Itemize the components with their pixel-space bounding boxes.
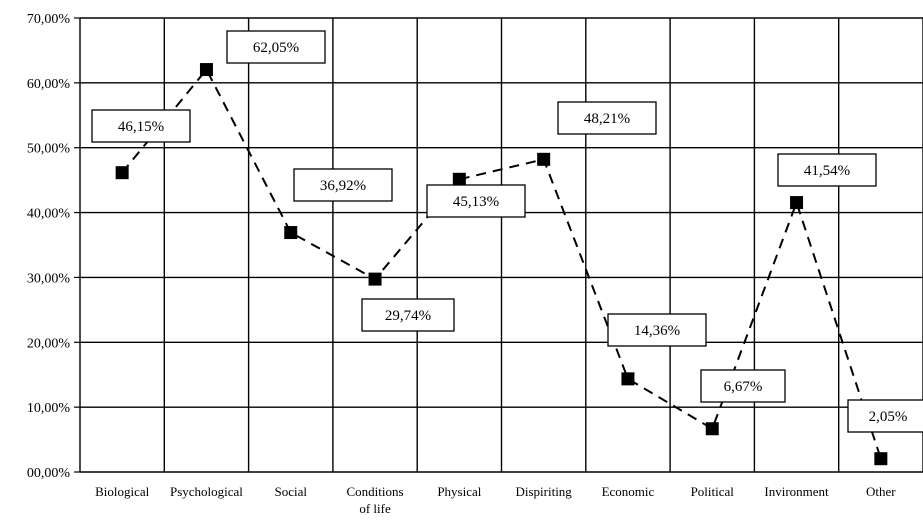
- data-label: 45,13%: [453, 194, 499, 210]
- data-label-box: [426, 184, 526, 218]
- data-label: 41,54%: [804, 163, 850, 179]
- x-tick-label: of life: [359, 501, 391, 516]
- data-point-marker: [115, 166, 129, 180]
- data-label-box: [293, 168, 393, 202]
- x-tick-label: Economic: [602, 484, 655, 499]
- y-tick-label: 20,00%: [27, 336, 71, 351]
- x-tick-label: Dispiriting: [515, 484, 572, 499]
- x-tick-label: Biological: [95, 484, 150, 499]
- x-tick-label: Social: [275, 484, 308, 499]
- series-line: [121, 67, 882, 460]
- y-tick-label: 10,00%: [27, 401, 71, 416]
- data-point-marker: [199, 63, 213, 77]
- x-tick-label: Invironment: [764, 484, 829, 499]
- x-tick-label: Physical: [437, 484, 481, 499]
- x-tick-label: Conditions: [347, 484, 404, 499]
- data-point-marker: [790, 196, 804, 210]
- data-label: 29,74%: [385, 308, 431, 324]
- x-tick-label: Other: [866, 484, 896, 499]
- y-tick-label: 70,00%: [27, 12, 71, 27]
- data-label-box: [226, 30, 326, 64]
- data-label-box: [361, 298, 455, 332]
- data-label: 14,36%: [634, 323, 680, 339]
- data-label-box: [847, 399, 923, 433]
- y-tick-label: 40,00%: [27, 207, 71, 222]
- data-point-marker: [621, 372, 635, 386]
- y-tick-label: 30,00%: [27, 271, 71, 286]
- x-tick-label: Political: [691, 484, 735, 499]
- data-point-marker: [284, 226, 298, 240]
- data-label-box: [777, 153, 877, 187]
- x-tick-label: Psychological: [170, 484, 243, 499]
- y-tick-label: 00,00%: [27, 466, 71, 481]
- data-label: 36,92%: [320, 178, 366, 194]
- data-label-box: [557, 101, 657, 135]
- data-point-marker: [874, 452, 888, 466]
- data-point-marker: [452, 172, 466, 186]
- data-label: 46,15%: [118, 119, 164, 135]
- data-point-marker: [705, 422, 719, 436]
- data-label: 6,67%: [724, 379, 763, 395]
- data-point-marker: [368, 272, 382, 286]
- y-tick-label: 50,00%: [27, 142, 71, 157]
- data-label-box: [607, 313, 707, 347]
- data-label: 2,05%: [869, 409, 908, 425]
- data-label: 48,21%: [584, 111, 630, 127]
- y-tick-label: 60,00%: [27, 77, 71, 92]
- data-point-marker: [537, 152, 551, 166]
- data-label-box: [700, 369, 786, 403]
- data-label-box: [91, 109, 191, 143]
- data-label: 62,05%: [253, 40, 299, 56]
